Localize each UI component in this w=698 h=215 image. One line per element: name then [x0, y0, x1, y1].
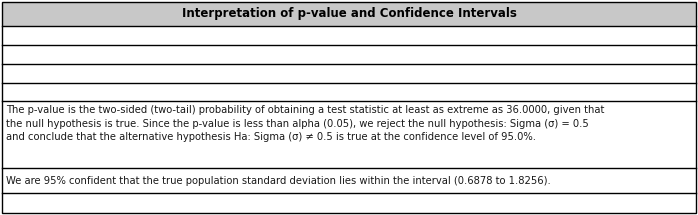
Text: The p-value is the two-sided (two-tail) probability of obtaining a test statisti: The p-value is the two-sided (two-tail) … — [6, 105, 604, 142]
Bar — [2, 2, 696, 26]
Text: We are 95% confident that the true population standard deviation lies within the: We are 95% confident that the true popul… — [6, 175, 551, 186]
Text: Interpretation of p-value and Confidence Intervals: Interpretation of p-value and Confidence… — [181, 8, 517, 20]
